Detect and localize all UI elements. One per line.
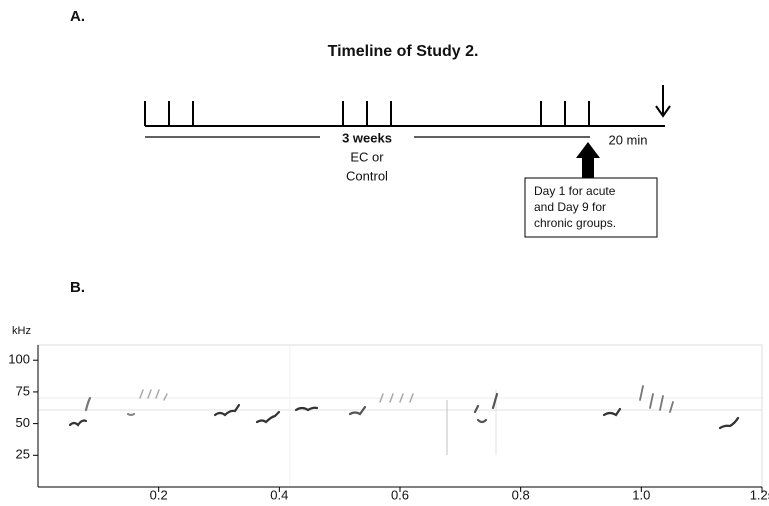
arrow-up xyxy=(576,142,600,178)
x-tick-label: 0.8 xyxy=(512,487,530,502)
calls xyxy=(68,385,740,430)
x-tick-label: 0.2 xyxy=(150,487,168,502)
x-tick-label: 1.0 xyxy=(632,487,650,502)
delay: 20 min xyxy=(608,132,647,147)
y-tick-label: 50 xyxy=(16,415,30,430)
timeline xyxy=(144,101,665,127)
arrow-down xyxy=(655,85,671,118)
y-tick-label: 25 xyxy=(16,447,30,462)
y-tick-label: 100 xyxy=(8,352,30,367)
condition: Control xyxy=(346,168,388,183)
x-tick-label: 1.2s xyxy=(750,487,769,502)
duration: 3 weeks xyxy=(342,130,392,145)
spectrogram-frame xyxy=(37,344,763,488)
y-unit: kHz xyxy=(12,325,31,337)
note: and Day 9 for xyxy=(534,200,606,214)
x-tick-label: 0.4 xyxy=(270,487,288,502)
y-tick-label: 75 xyxy=(16,383,30,398)
panel-label: B. xyxy=(70,279,85,296)
panel-label: A. xyxy=(70,8,85,25)
title: Timeline of Study 2. xyxy=(328,43,479,60)
note: Day 1 for acute xyxy=(534,184,616,198)
note: chronic groups. xyxy=(534,216,616,230)
x-tick-label: 0.6 xyxy=(391,487,409,502)
condition: EC or xyxy=(350,149,384,164)
note-box xyxy=(524,177,658,238)
